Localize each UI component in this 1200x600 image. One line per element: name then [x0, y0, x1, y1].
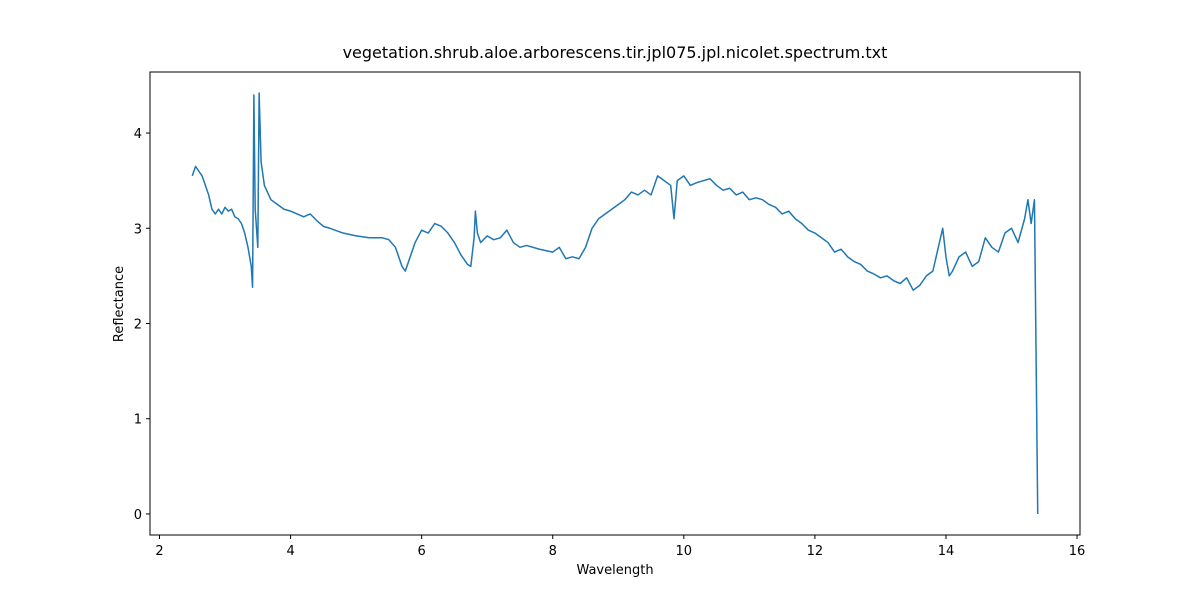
axes-frame: [149, 71, 1081, 536]
y-tick-label: 3: [134, 222, 142, 237]
x-tick-label: 6: [418, 544, 426, 559]
x-axis-label: Wavelength: [576, 563, 653, 578]
y-tick-label: 1: [134, 413, 142, 428]
y-tick-label: 0: [134, 508, 142, 523]
chart-title: vegetation.shrub.aloe.arborescens.tir.jp…: [343, 43, 888, 62]
plot-area: [191, 92, 1039, 514]
y-tick-label: 4: [134, 127, 142, 142]
x-tick-label: 8: [549, 544, 557, 559]
x-tick-label: 10: [676, 544, 693, 559]
x-tick-label: 4: [286, 544, 294, 559]
x-tick-label: 14: [938, 544, 955, 559]
data-line: [191, 92, 1039, 514]
x-tick-label: 16: [1069, 544, 1086, 559]
y-tick-label: 2: [134, 317, 142, 332]
y-axis-label: Reflectance: [112, 266, 127, 342]
x-tick-label: 2: [155, 544, 163, 559]
x-tick-label: 12: [807, 544, 824, 559]
